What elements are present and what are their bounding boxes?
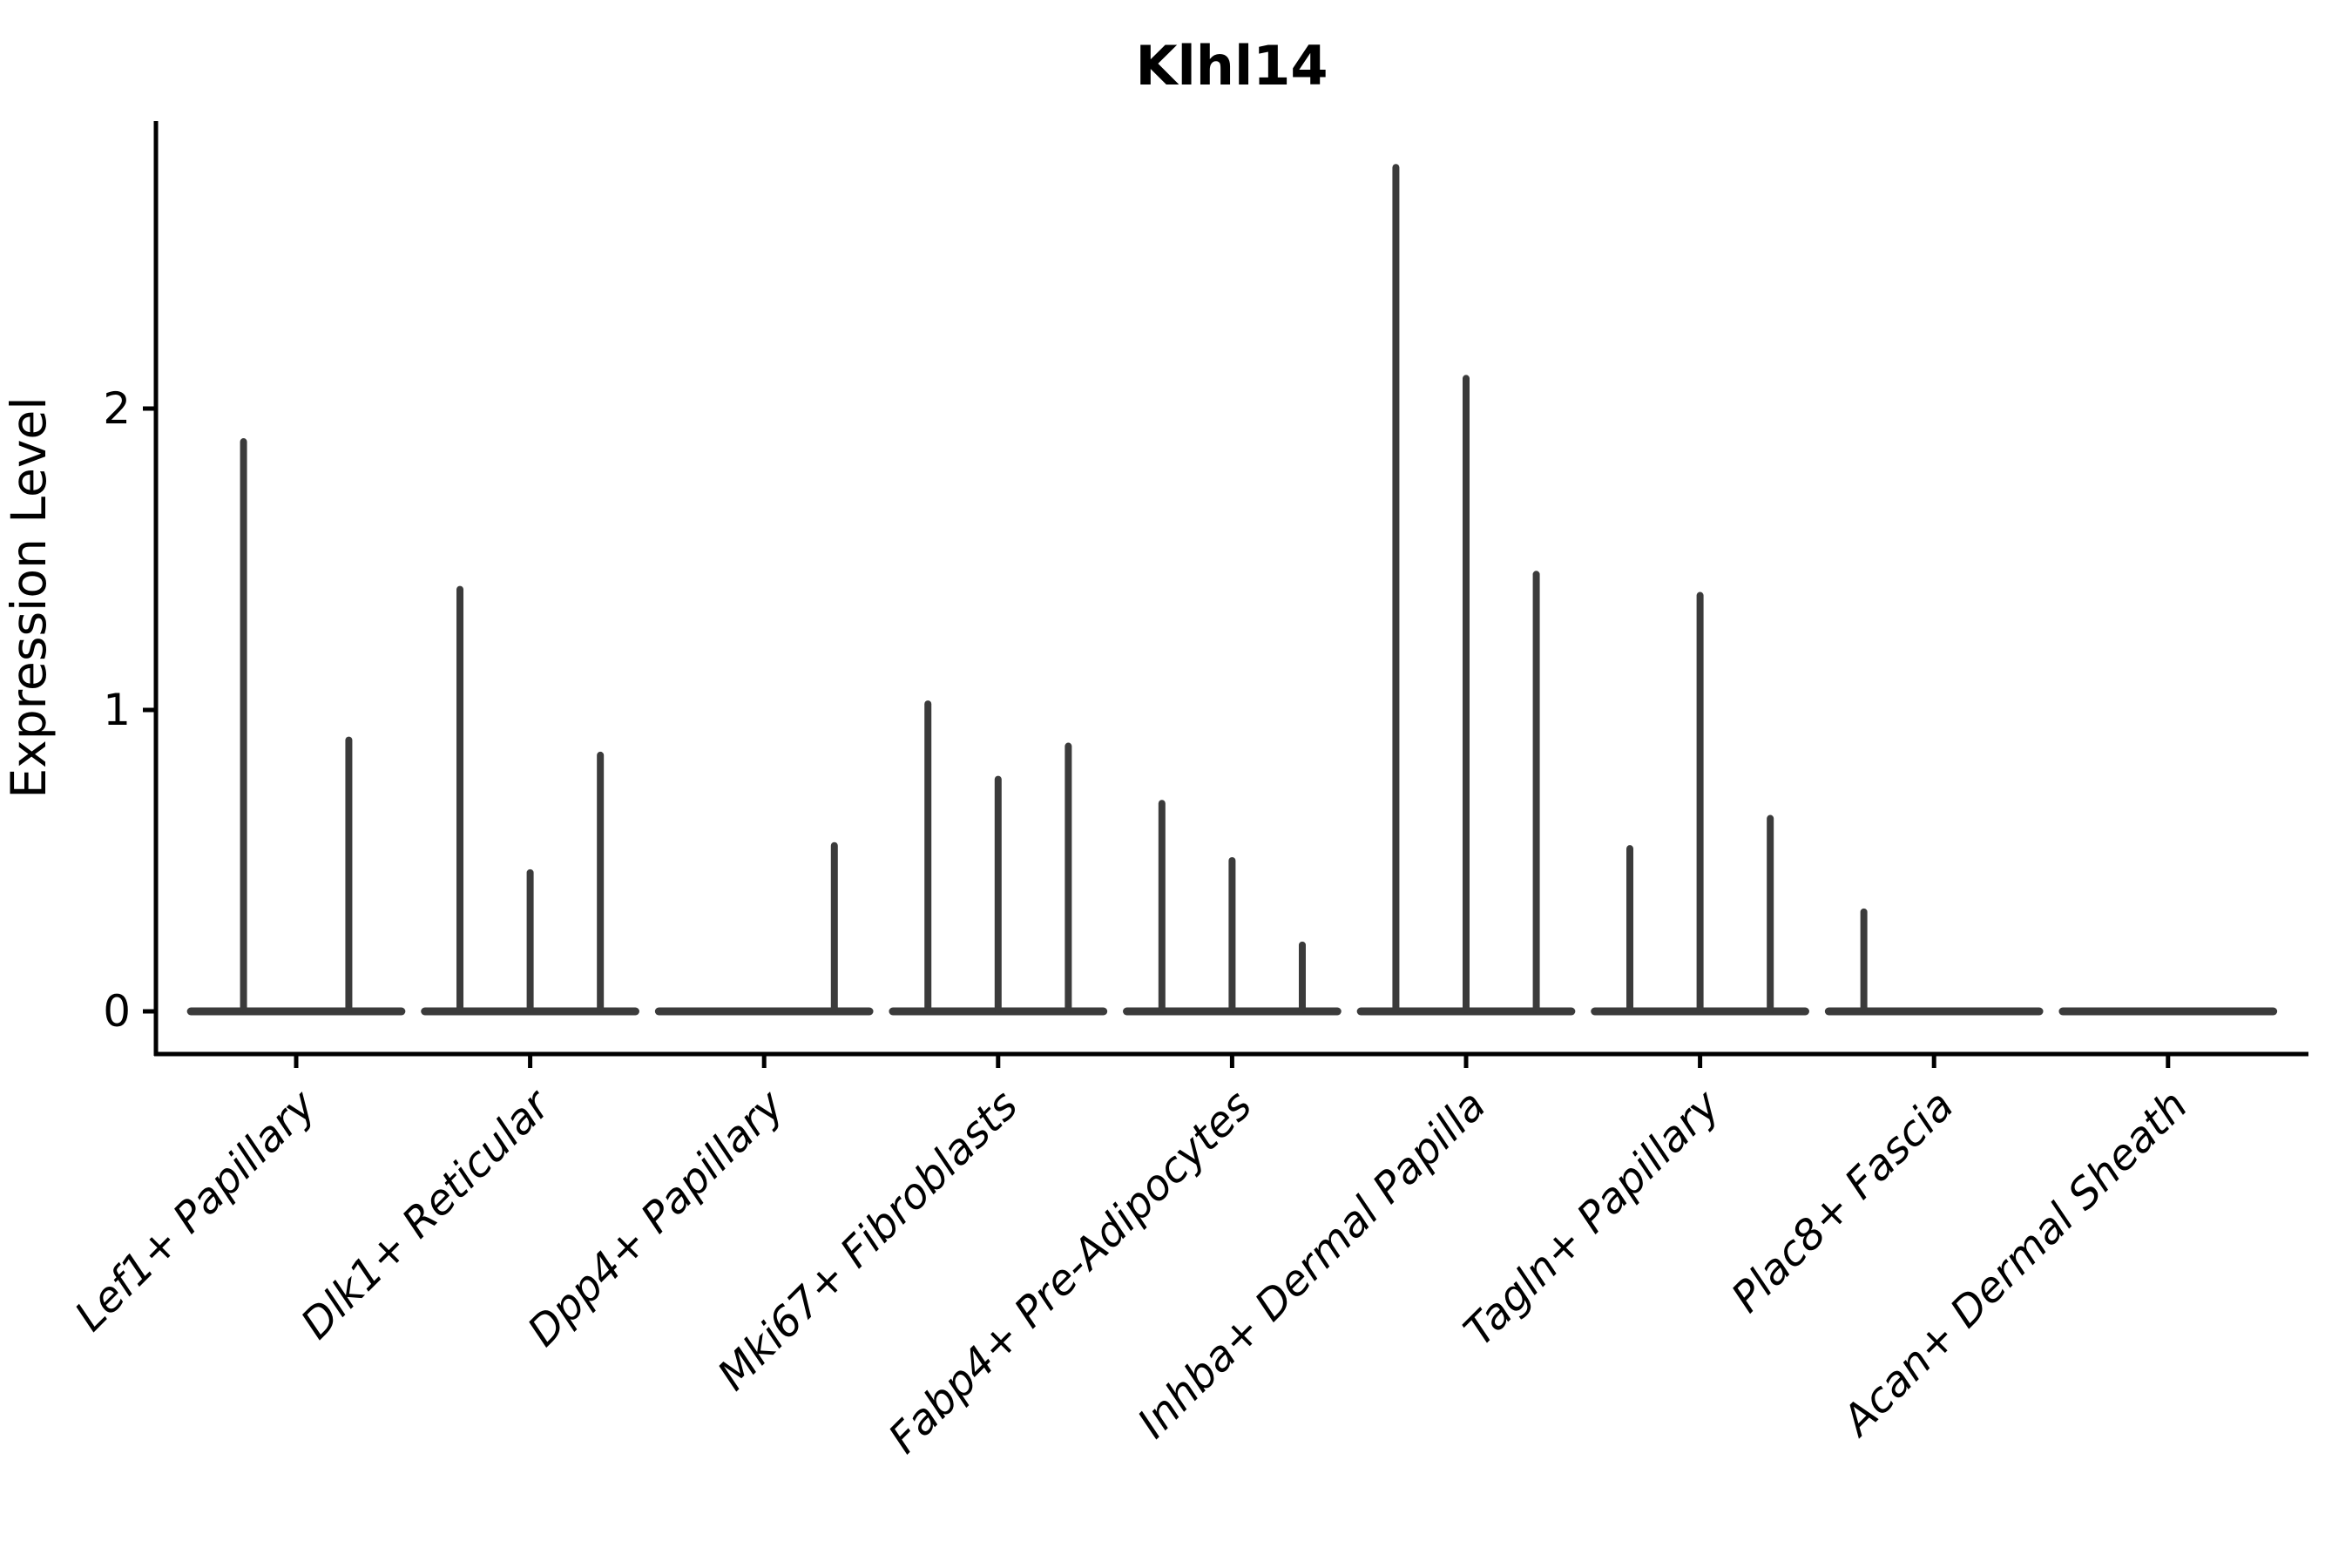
x-tick-label: Dlk1+ Reticular [292,1079,562,1349]
axes-layer [143,121,2308,1068]
x-tick-label: Dpp4+ Papillary [518,1080,794,1355]
x-tick-label: Plac8+ Fascia [1722,1081,1963,1322]
x-tick-label: Lef1+ Papillary [65,1080,326,1341]
y-tick-label: 2 [103,383,131,434]
y-tick-label: 0 [103,986,131,1037]
violins-layer [186,164,2278,1016]
y-tick-labels: 0 1 2 [103,383,131,1037]
y-axis-label: Expression Level [1,396,57,798]
y-tick-label: 1 [103,685,131,735]
plot-title: Klhl14 [1136,34,1328,98]
x-tick-label: Tagln+ Papillary [1455,1080,1730,1355]
